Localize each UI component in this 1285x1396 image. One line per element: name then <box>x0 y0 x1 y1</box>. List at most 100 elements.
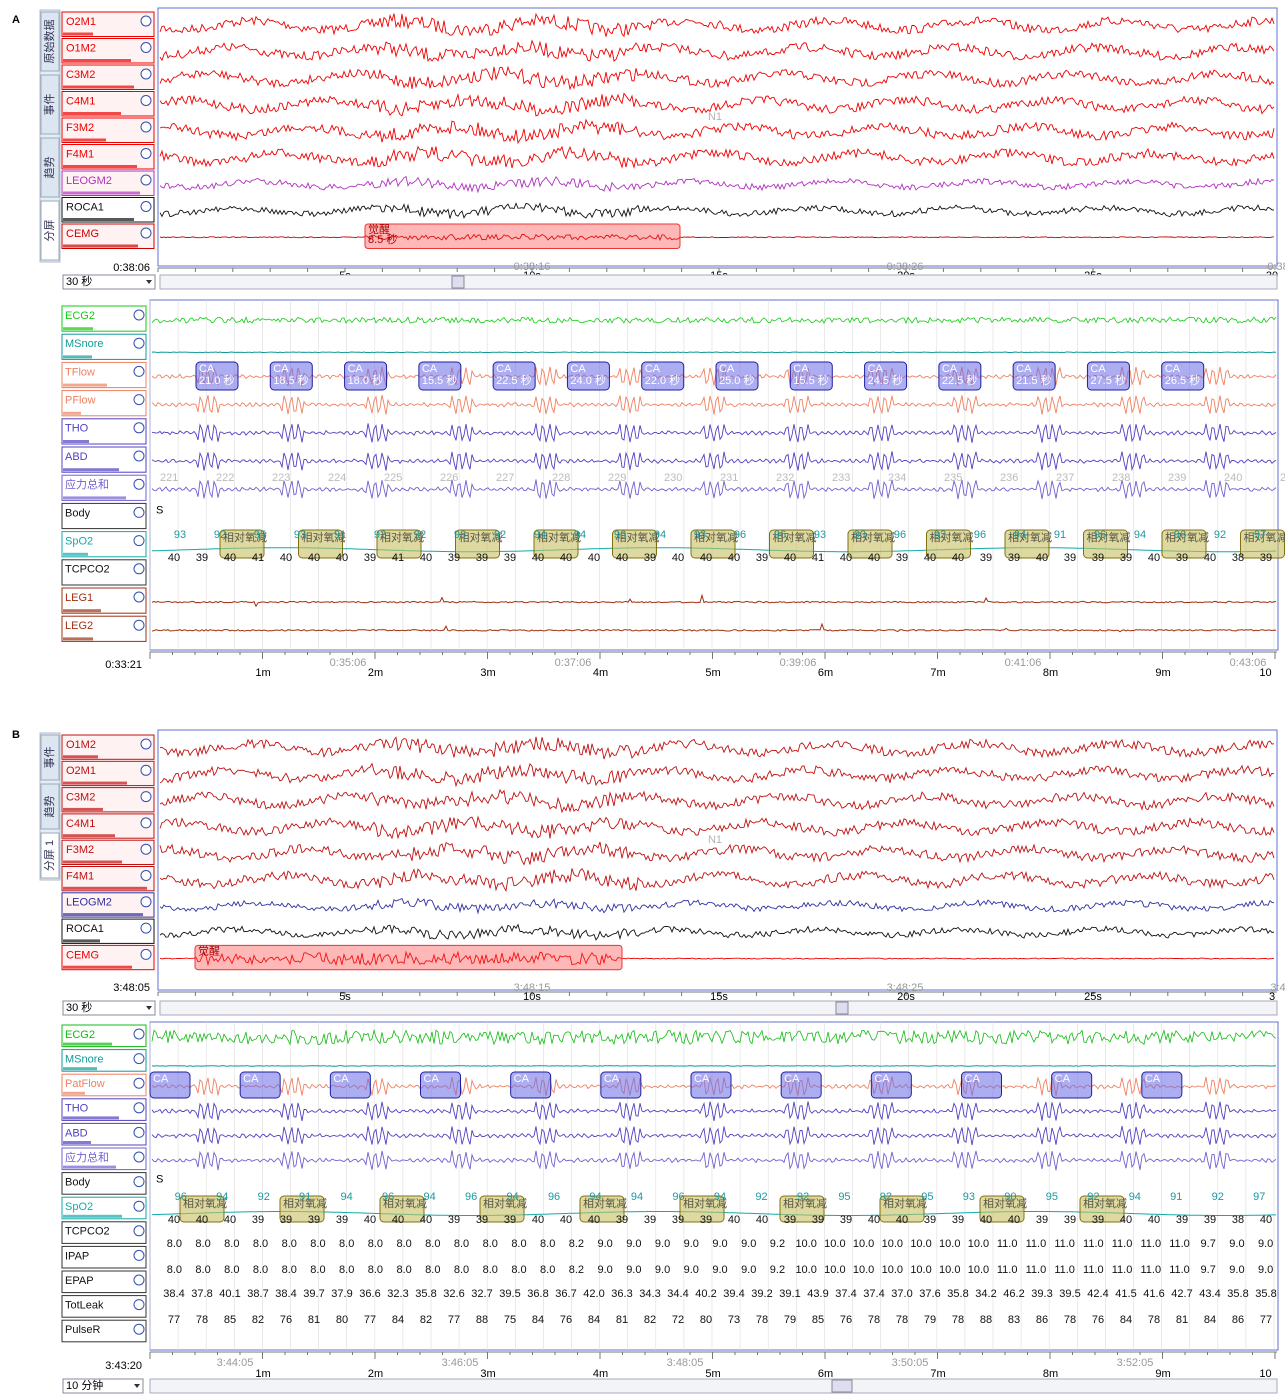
channel-name[interactable]: SpO2 <box>65 536 93 548</box>
apnea-event[interactable] <box>269 361 313 391</box>
side-tab-label[interactable]: 趋势 <box>43 796 56 818</box>
channel-box[interactable] <box>61 223 155 249</box>
info-icon[interactable] <box>133 1126 145 1138</box>
channel-name[interactable]: O1M2 <box>66 739 96 751</box>
channel-box[interactable] <box>61 1221 147 1244</box>
info-icon[interactable] <box>133 1102 145 1114</box>
channel-box[interactable] <box>61 866 155 892</box>
channel-name[interactable]: EPAP <box>65 1275 94 1287</box>
channel-box[interactable] <box>61 1073 147 1097</box>
info-icon[interactable] <box>140 764 152 776</box>
info-icon[interactable] <box>133 1176 145 1188</box>
channel-name[interactable]: F3M2 <box>66 844 94 856</box>
scroll-thumb[interactable] <box>835 1001 849 1015</box>
channel-box[interactable] <box>61 474 147 501</box>
info-icon[interactable] <box>133 619 145 631</box>
channel-name[interactable]: ABD <box>65 1127 88 1139</box>
side-tab[interactable] <box>40 11 60 72</box>
channel-name[interactable]: F4M1 <box>66 870 94 882</box>
info-icon[interactable] <box>133 1151 145 1163</box>
channel-name[interactable]: C4M1 <box>66 818 95 830</box>
channel-name[interactable]: F4M1 <box>66 148 94 160</box>
info-icon[interactable] <box>140 791 152 803</box>
apnea-event[interactable] <box>566 361 610 391</box>
window-select-label[interactable]: 10 分钟 <box>66 1378 103 1392</box>
info-icon[interactable] <box>140 174 152 186</box>
channel-name[interactable]: O2M1 <box>66 16 96 28</box>
apnea-event[interactable] <box>789 361 833 391</box>
info-icon[interactable] <box>140 896 152 908</box>
channel-box[interactable] <box>61 91 155 117</box>
info-icon[interactable] <box>140 95 152 106</box>
side-tab-label[interactable]: 趋势 <box>43 157 56 179</box>
info-icon[interactable] <box>133 309 145 321</box>
info-icon[interactable] <box>140 843 152 855</box>
info-icon[interactable] <box>133 337 145 349</box>
channel-box[interactable] <box>61 559 147 586</box>
channel-box[interactable] <box>61 531 147 558</box>
channel-box[interactable] <box>61 64 155 90</box>
apnea-event[interactable] <box>329 1071 371 1099</box>
channel-name[interactable]: TotLeak <box>65 1300 104 1312</box>
channel-name[interactable]: Body <box>65 1177 91 1189</box>
channel-box[interactable] <box>61 333 147 360</box>
side-tab[interactable] <box>40 74 60 135</box>
channel-name[interactable]: MSnore <box>65 1054 104 1066</box>
apnea-event[interactable] <box>195 361 239 391</box>
desat-event[interactable] <box>179 1195 225 1223</box>
apnea-event[interactable] <box>1161 361 1205 391</box>
channel-box[interactable] <box>61 892 155 918</box>
channel-box[interactable] <box>61 144 155 170</box>
desat-event[interactable] <box>679 1195 725 1223</box>
info-icon[interactable] <box>133 1249 145 1261</box>
channel-name[interactable]: CEMG <box>66 949 99 961</box>
desat-event[interactable] <box>279 1195 325 1223</box>
desat-event[interactable] <box>769 529 814 559</box>
info-icon[interactable] <box>133 1323 145 1335</box>
desat-event[interactable] <box>533 529 579 559</box>
channel-name[interactable]: PatFlow <box>65 1078 105 1090</box>
channel-name[interactable]: LEOGM2 <box>66 897 112 909</box>
desat-event[interactable] <box>847 529 893 559</box>
info-icon[interactable] <box>133 422 145 434</box>
desat-event[interactable] <box>779 1195 825 1223</box>
side-tab[interactable] <box>40 783 60 830</box>
apnea-event[interactable] <box>492 361 536 391</box>
channel-box[interactable] <box>61 787 155 813</box>
info-icon[interactable] <box>140 227 152 239</box>
channel-box[interactable] <box>61 813 155 839</box>
scroll-thumb[interactable] <box>451 275 465 289</box>
channel-name[interactable]: IPAP <box>65 1250 89 1262</box>
channel-box[interactable] <box>61 1024 147 1048</box>
side-tab[interactable] <box>40 200 60 261</box>
apnea-event[interactable] <box>1086 361 1130 391</box>
desat-event[interactable] <box>219 529 265 559</box>
desat-event[interactable] <box>379 1195 425 1223</box>
channel-box[interactable] <box>61 1319 147 1343</box>
channel-box[interactable] <box>61 197 155 223</box>
side-tab-label[interactable]: 分屏 1 <box>43 840 56 871</box>
apnea-event[interactable] <box>420 1071 461 1099</box>
channel-box[interactable] <box>61 38 155 64</box>
apnea-event[interactable] <box>510 1071 552 1099</box>
channel-box[interactable] <box>61 587 147 614</box>
channel-name[interactable]: ROCA1 <box>66 923 104 935</box>
channel-box[interactable] <box>61 839 155 866</box>
side-tab-label[interactable]: 事件 <box>43 94 56 116</box>
apnea-event[interactable] <box>1051 1071 1093 1099</box>
channel-box[interactable] <box>61 918 155 944</box>
channel-name[interactable]: TFlow <box>65 366 95 378</box>
info-icon[interactable] <box>140 42 152 53</box>
channel-box[interactable] <box>61 446 147 473</box>
apnea-event[interactable] <box>418 361 462 391</box>
info-icon[interactable] <box>133 1028 145 1040</box>
desat-event[interactable] <box>690 529 736 559</box>
channel-box[interactable] <box>61 1098 147 1121</box>
desat-event[interactable] <box>1079 1195 1125 1223</box>
channel-box[interactable] <box>61 734 155 760</box>
apnea-event[interactable] <box>938 361 982 391</box>
channel-box[interactable] <box>61 760 155 787</box>
info-icon[interactable] <box>140 870 152 881</box>
channel-name[interactable]: THO <box>65 1103 89 1115</box>
channel-name[interactable]: PFlow <box>65 395 96 407</box>
